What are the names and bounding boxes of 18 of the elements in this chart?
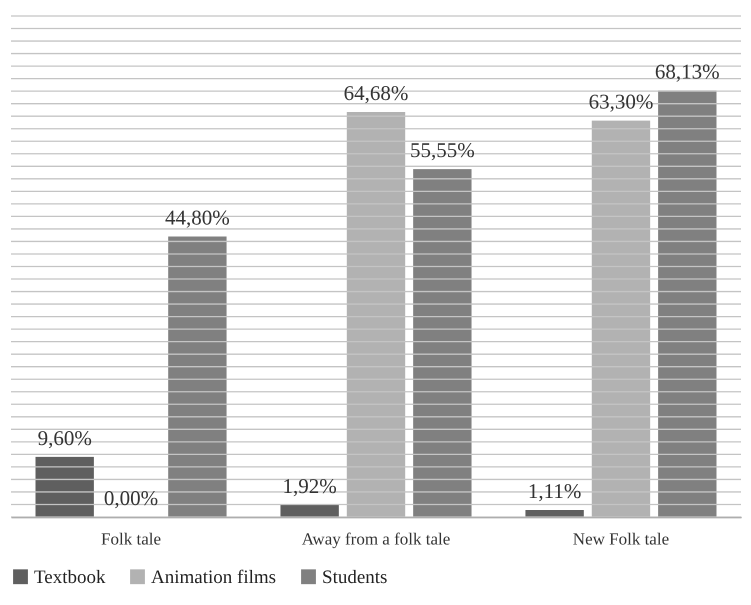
data-label: 64,68% [344, 80, 408, 105]
data-label: 0,00% [104, 486, 158, 510]
legend-label: Textbook [34, 566, 106, 588]
data-label: 68,13% [654, 59, 720, 84]
data-label: 1,92% [282, 474, 337, 498]
bar [280, 504, 339, 517]
data-label: 1,11% [528, 479, 582, 504]
legend-label: Students [322, 566, 388, 588]
legend-label: Animation films [151, 566, 276, 588]
data-label: 63,30% [588, 90, 654, 114]
x-tick-label: Away from a folk tale [302, 530, 450, 548]
bar [525, 510, 584, 517]
x-tick-label: Folk tale [101, 530, 162, 548]
data-label: 9,60% [38, 426, 92, 450]
x-tick-label: New Folk tale [572, 530, 670, 548]
data-label: 55,55% [410, 138, 475, 162]
data-label: 44,80% [165, 205, 230, 230]
bar [35, 456, 94, 517]
